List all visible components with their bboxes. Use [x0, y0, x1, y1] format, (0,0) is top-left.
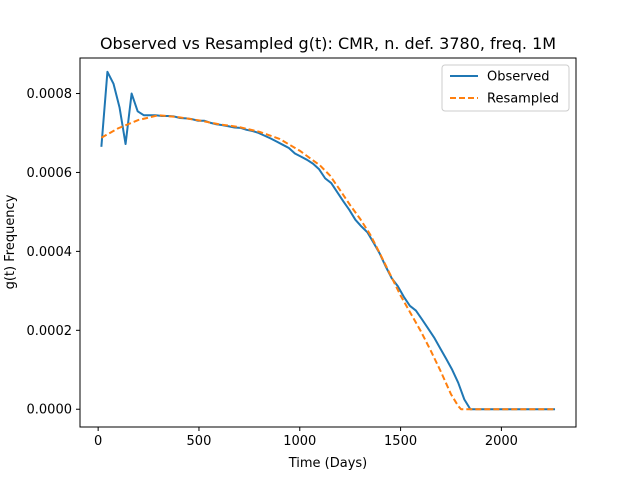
- legend: Observed Resampled: [441, 64, 570, 112]
- x-tick-label: 2000: [485, 434, 518, 449]
- x-tick-label: 500: [187, 434, 212, 449]
- y-tick-label: 0.0008: [27, 87, 73, 102]
- y-tick-label: 0.0006: [27, 166, 73, 181]
- x-tick-label: 1000: [283, 434, 316, 449]
- chart-title: Observed vs Resampled g(t): CMR, n. def.…: [100, 34, 556, 53]
- legend-label-observed: Observed: [487, 70, 550, 85]
- y-tick-label: 0.0002: [27, 324, 73, 339]
- x-axis-label: Time (Days): [288, 456, 368, 471]
- x-tick-label: 0: [94, 434, 102, 449]
- x-tick-label: 1500: [384, 434, 417, 449]
- y-axis: 0.0000 0.0002 0.0004 0.0006 0.0008: [27, 87, 80, 418]
- axes-frame: [79, 57, 577, 428]
- legend-label-resampled: Resampled: [487, 92, 559, 107]
- y-tick-label: 0.0004: [27, 245, 73, 260]
- series-layer: [100, 70, 556, 411]
- series-line-resampled: [100, 114, 556, 411]
- y-tick-label: 0.0000: [27, 403, 73, 418]
- x-axis: 0 500 1000 1500 2000: [94, 427, 518, 449]
- plot-area: [79, 57, 577, 428]
- y-axis-label: g(t) Frequency: [3, 194, 18, 289]
